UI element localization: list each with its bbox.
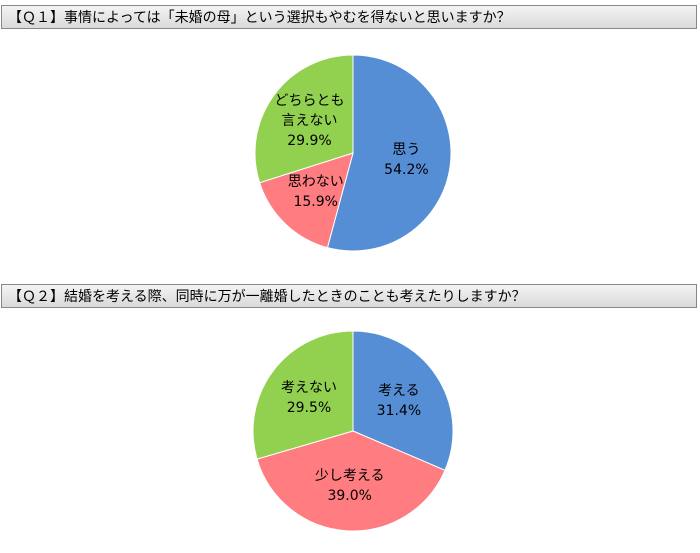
slice-label: 思う 54.2% <box>384 140 428 180</box>
value-label: 54.2% <box>384 162 429 179</box>
pie-slice <box>256 430 446 532</box>
question-header: 【Ｑ１】事情によっては「未婚の母」という選択もやむを得ないと思いますか？ <box>1 5 697 29</box>
slice-label: どちらとも 言えない 29.9% <box>274 91 344 151</box>
slice-label: 少し考える 39.0% <box>315 466 385 506</box>
slice-label: 考える 31.4% <box>377 381 421 421</box>
pie-slice <box>326 54 452 252</box>
category-label: 考えない <box>280 380 337 397</box>
pie-slice <box>254 54 354 184</box>
value-label: 39.0% <box>327 487 372 504</box>
value-label: 29.5% <box>286 400 332 417</box>
pie-slice <box>252 330 354 460</box>
value-label: 15.9% <box>293 193 338 210</box>
slice-label: 考えない 29.5% <box>281 378 337 418</box>
category-label: 少し考える <box>314 467 385 484</box>
category-label: どちらとも 言えない <box>274 93 345 130</box>
slice-label: 思わない 15.9% <box>288 172 344 212</box>
pie-slice <box>352 330 454 471</box>
pie-slice <box>258 152 354 249</box>
category-label: 考える <box>378 382 420 399</box>
category-label: 思う <box>392 142 421 159</box>
value-label: 29.9% <box>287 133 332 150</box>
question-header: 【Ｑ２】結婚を考える際、同時に万が一離婚したときのことも考えたりしますか？ <box>1 284 697 308</box>
category-label: 思わない <box>287 173 344 190</box>
value-label: 31.4% <box>376 402 422 419</box>
